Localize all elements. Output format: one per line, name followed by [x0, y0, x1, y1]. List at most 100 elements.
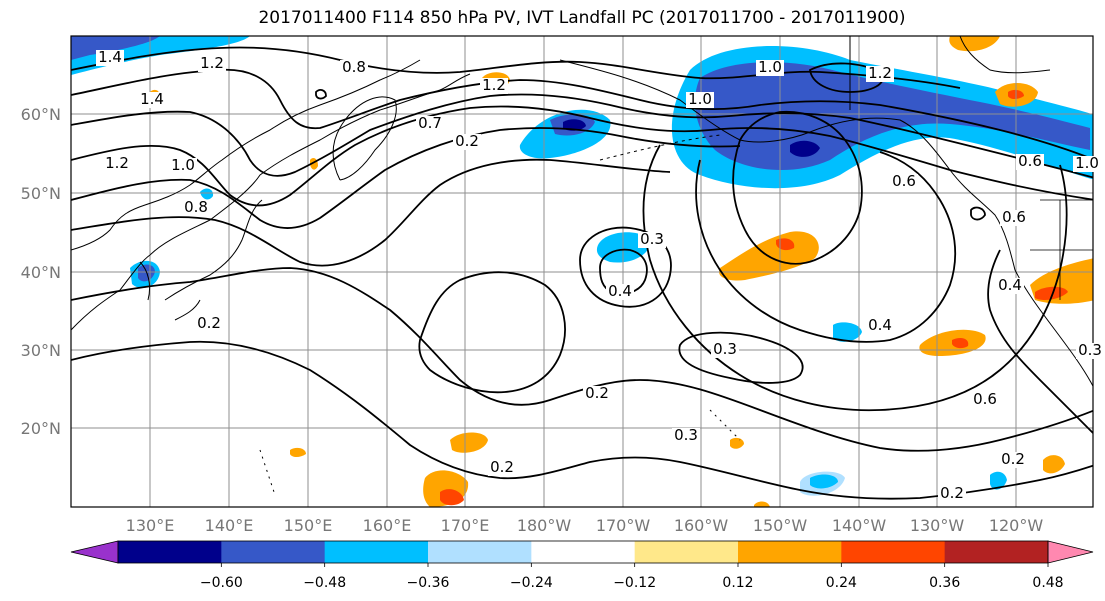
positive-anomaly-area [290, 447, 306, 457]
contour-label-background [416, 116, 444, 132]
contour-label: 0.2 [197, 314, 221, 332]
colorbar-segment [531, 541, 636, 563]
contour-label: 0.4 [608, 282, 632, 300]
contour-label-background [756, 60, 784, 76]
contour-label: 0.3 [713, 340, 737, 358]
longitude-label: 150°W [753, 516, 808, 535]
longitude-label: 140°W [832, 516, 887, 535]
contour-label: 0.2 [585, 384, 609, 402]
colorbar-extend-min [70, 540, 119, 564]
pv-contour [71, 127, 741, 229]
contour-label: 0.6 [892, 172, 916, 190]
negative-anomaly-area [71, 36, 160, 60]
contour-label-background [138, 92, 166, 108]
contour-label: 1.2 [482, 76, 506, 94]
positive-anomaly-area [754, 501, 770, 507]
positive-anomaly-area [1043, 455, 1065, 474]
pv-contour [987, 249, 1093, 435]
colorbar [70, 540, 1094, 564]
contour-label: 0.4 [868, 316, 892, 334]
pv-contour [71, 93, 1093, 179]
longitude-label: 140°E [205, 516, 254, 535]
colorbar-label: −0.60 [200, 575, 243, 591]
contour-label: 0.6 [1018, 152, 1042, 170]
contour-label: 1.0 [758, 58, 782, 76]
latitude-label: 60°N [21, 105, 61, 124]
pv-contour [71, 267, 1093, 452]
contour-label: 0.3 [674, 426, 698, 444]
colorbar-label: 0.36 [929, 575, 960, 591]
colorbar-segment [944, 541, 1049, 563]
contour-label: 0.8 [184, 198, 208, 216]
contour-label-background [1073, 156, 1101, 172]
pv-contour [970, 206, 986, 221]
contour-label-background [480, 78, 508, 94]
contour-label-background [866, 66, 894, 82]
longitude-label: 170°E [441, 516, 490, 535]
positive-anomaly-area [952, 338, 969, 349]
contour-label: 0.3 [1078, 341, 1102, 359]
longitude-label: 130°E [126, 516, 175, 535]
colorbar-label: −0.24 [510, 575, 553, 591]
contour-label-background [638, 232, 666, 248]
contour-label-background [340, 60, 368, 76]
pv-contour [418, 271, 566, 394]
korea-japan-coastline [139, 199, 263, 321]
contour-label-background [488, 460, 516, 476]
pacific-islands [259, 409, 741, 496]
contour-label: 0.7 [418, 114, 442, 132]
latitude-label: 40°N [21, 263, 61, 282]
colorbar-label: 0.24 [826, 575, 857, 591]
map-title: 2017011400 F114 850 hPa PV, IVT Landfall… [258, 8, 906, 28]
contour-label-background [606, 284, 634, 300]
contour-label-background [996, 278, 1024, 294]
contour-label-background [890, 174, 918, 190]
contour-label: 1.0 [1075, 154, 1099, 172]
map-frame [70, 35, 1094, 508]
colorbar-segment [221, 541, 326, 563]
graticule [71, 36, 1093, 507]
positive-anomaly-area [776, 238, 795, 251]
longitude-label: 130°W [910, 516, 965, 535]
colorbar-frame [117, 540, 1049, 564]
negative-anomaly-area [563, 119, 586, 131]
colorbar-label: 0.12 [722, 575, 753, 591]
contour-label-background [686, 92, 714, 108]
contour-label-background [938, 486, 966, 502]
colorbar-segment [841, 541, 946, 563]
contour-label-background [711, 342, 739, 358]
longitude-label: 170°W [596, 516, 651, 535]
negative-anomaly-area [833, 322, 862, 342]
contour-label-background [1076, 343, 1104, 359]
asia-coastline [71, 59, 471, 331]
map-panel: 1.4 1.2 0.8 1.4 1.2 1.0 0.8 0.7 0.2 1.2 1.0 1.0 1.2 0… [21, 35, 1104, 535]
contour-label-background [866, 318, 894, 334]
colorbar-label: 0.48 [1032, 575, 1063, 591]
contour-label: 0.2 [490, 458, 514, 476]
contour-label: 0.8 [342, 58, 366, 76]
contour-label: 1.0 [171, 156, 195, 174]
pv-contour [678, 331, 804, 384]
longitude-label: 160°W [674, 516, 729, 535]
pv-contour [809, 62, 884, 93]
pv-contours [71, 46, 1093, 500]
longitude-label: 150°E [284, 516, 333, 535]
pv-contour [71, 46, 961, 89]
positive-anomaly-area [450, 432, 488, 453]
coastlines [71, 36, 1093, 496]
negative-anomaly-area [810, 474, 838, 489]
contour-label: 1.4 [140, 90, 164, 108]
contour-label-background [583, 386, 611, 402]
longitude-label: 160°E [363, 516, 412, 535]
canada-us-border [1030, 199, 1093, 300]
contour-label-background [96, 50, 124, 66]
pv-contour [71, 105, 1093, 207]
pv-contour [599, 248, 648, 295]
pv-contour [695, 151, 957, 343]
alaska-coastline [559, 36, 1093, 388]
contour-label-background [971, 392, 999, 408]
colorbar-label: −0.12 [613, 575, 656, 591]
contour-label-background [182, 200, 210, 216]
longitude-label: 120°W [989, 516, 1044, 535]
